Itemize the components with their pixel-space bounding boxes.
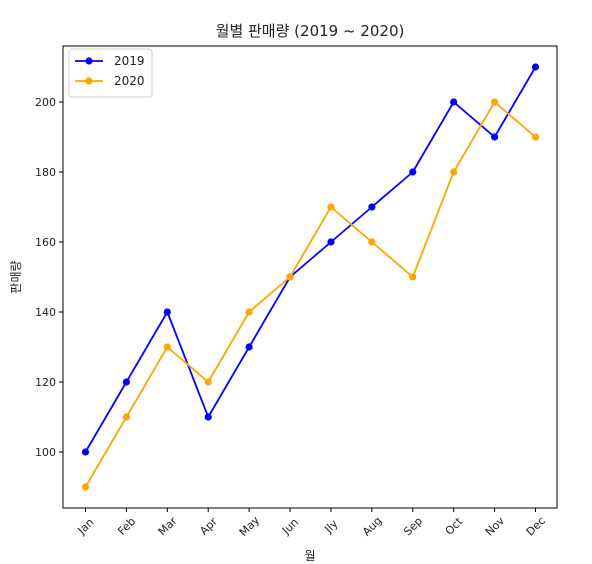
legend-marker-2019 [85, 57, 93, 65]
y-tick-label-5: 200 [35, 96, 56, 109]
data-point-2019-Nov [490, 133, 499, 141]
y-tick-label-4: 180 [35, 166, 56, 179]
data-point-2020-Sep [409, 273, 417, 281]
data-point-2020-Apr [204, 378, 212, 386]
chart-title: 월별 판매량 (2019 ~ 2020) [216, 22, 405, 40]
data-point-2020-Aug [368, 238, 376, 246]
x-axis-label: 월 [304, 549, 315, 563]
legend-marker-2020 [85, 77, 93, 85]
data-point-2019-Dec [531, 63, 540, 71]
y-axis: 100 120 140 160 180 200 [35, 96, 63, 459]
series-line-2019 [84, 66, 537, 453]
data-point-2020-Dec [531, 133, 540, 141]
data-point-2020-Nov [490, 98, 499, 106]
y-axis-label: 판매량 [9, 260, 23, 293]
data-point-2019-Mar [163, 308, 171, 316]
series-line-2020 [84, 101, 537, 488]
data-point-2019-Oct [450, 98, 458, 106]
data-point-2020-Jly [327, 203, 335, 211]
legend: 2019 2020 [68, 48, 153, 98]
data-point-2019-Apr [204, 413, 212, 421]
data-point-2020-May [245, 308, 253, 316]
plot-area [62, 45, 558, 509]
data-point-2020-Jun [286, 273, 294, 281]
legend-label-2020: 2020 [114, 74, 145, 88]
data-point-2019-Sep [409, 168, 417, 176]
plot-frame [62, 45, 558, 509]
data-point-2020-Mar [163, 343, 171, 351]
y-tick-label-3: 160 [35, 236, 56, 249]
data-point-2019-Aug [368, 203, 376, 211]
data-point-2020-Oct [450, 168, 458, 176]
data-point-2019-May [245, 343, 253, 351]
data-point-2020-Feb [122, 413, 131, 421]
data-point-2019-Jly [327, 238, 335, 246]
y-tick-label-0: 100 [35, 446, 56, 459]
series-2020 [81, 98, 540, 491]
data-point-2019-Feb [122, 378, 131, 386]
y-tick-label-2: 140 [35, 306, 56, 319]
data-point-2020-Jan [81, 483, 90, 491]
y-tick-label-1: 120 [35, 376, 56, 389]
data-point-2019-Jan [81, 448, 90, 456]
series-layer [81, 63, 540, 491]
legend-label-2019: 2019 [114, 54, 145, 68]
